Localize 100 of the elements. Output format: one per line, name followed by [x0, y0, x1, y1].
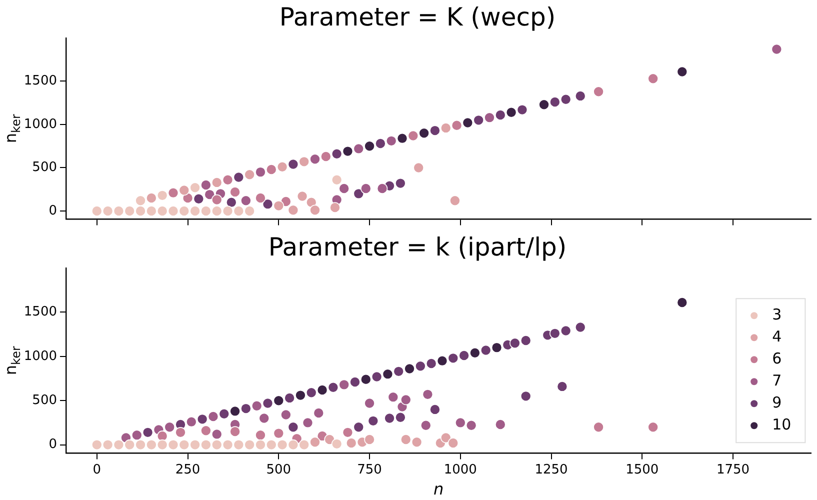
point — [295, 390, 306, 401]
point — [400, 434, 412, 445]
point — [156, 430, 168, 442]
point — [430, 404, 440, 415]
point — [320, 151, 332, 162]
x-tick-label: 1750 — [716, 462, 750, 478]
point — [102, 206, 114, 216]
point — [593, 422, 604, 433]
x-tick-label: 250 — [175, 462, 200, 478]
point — [376, 183, 388, 194]
point — [233, 439, 244, 450]
x-tick-label: 1250 — [534, 462, 568, 478]
point — [462, 117, 474, 128]
point — [436, 355, 448, 366]
point — [430, 125, 440, 136]
point — [560, 94, 572, 105]
point — [516, 104, 528, 116]
point — [353, 143, 364, 154]
point — [193, 193, 204, 204]
point — [178, 439, 190, 450]
point — [182, 192, 194, 204]
point — [175, 427, 186, 438]
point — [262, 198, 274, 210]
point — [124, 439, 136, 450]
legend-label: 3 — [772, 305, 782, 324]
point — [648, 73, 658, 84]
point — [240, 403, 252, 414]
point — [420, 420, 432, 431]
point — [178, 184, 190, 196]
point — [360, 183, 372, 194]
point — [211, 428, 222, 440]
point — [458, 350, 470, 361]
point — [288, 439, 299, 450]
point — [648, 422, 658, 433]
point — [408, 130, 419, 142]
point — [255, 430, 266, 440]
point — [388, 392, 399, 402]
point — [494, 419, 506, 430]
y-tick-label: 1000 — [24, 348, 57, 364]
point — [350, 376, 360, 388]
point — [364, 140, 375, 152]
point — [364, 398, 375, 409]
point — [298, 156, 310, 168]
point — [368, 416, 379, 426]
point — [190, 439, 200, 450]
point — [491, 342, 502, 353]
point — [473, 114, 484, 126]
point — [190, 206, 200, 216]
point — [415, 360, 426, 372]
point — [102, 439, 114, 450]
point — [310, 436, 320, 448]
point — [200, 439, 212, 450]
point — [230, 406, 240, 417]
point — [771, 44, 782, 55]
point — [316, 384, 328, 396]
point — [168, 206, 179, 216]
point — [168, 187, 179, 198]
point — [451, 120, 462, 131]
point — [574, 322, 586, 333]
point — [550, 328, 560, 339]
point — [310, 204, 320, 216]
point — [273, 428, 284, 439]
point — [440, 432, 452, 444]
point — [240, 195, 252, 206]
point — [338, 379, 350, 390]
point — [273, 395, 284, 406]
point — [208, 411, 219, 422]
point — [324, 434, 335, 445]
point — [413, 162, 424, 174]
point — [676, 66, 688, 78]
point — [560, 325, 572, 336]
point — [310, 154, 320, 164]
point — [200, 425, 212, 436]
point — [375, 138, 386, 149]
x-axis-title: n — [434, 480, 444, 499]
y-tick-label: 500 — [32, 392, 57, 408]
y-axis-title: nker — [1, 114, 24, 144]
point — [448, 352, 459, 364]
point — [353, 188, 364, 200]
y-tick-label: 1500 — [24, 74, 57, 89]
point — [440, 122, 452, 134]
point — [593, 86, 604, 98]
x-tick-label: 1000 — [444, 462, 477, 478]
point — [222, 174, 234, 186]
point — [113, 439, 124, 450]
point — [371, 371, 382, 382]
y-tick-label: 0 — [48, 437, 57, 452]
point — [328, 382, 339, 393]
point — [506, 106, 517, 118]
y-axis-title: nker — [1, 346, 24, 376]
point — [353, 422, 364, 433]
point — [251, 400, 262, 412]
point — [156, 439, 168, 450]
point — [255, 192, 266, 204]
point — [196, 414, 208, 425]
point — [222, 206, 234, 216]
point — [178, 206, 190, 216]
point — [346, 438, 357, 448]
y-tick-label: 1500 — [24, 304, 57, 320]
point — [168, 439, 179, 450]
